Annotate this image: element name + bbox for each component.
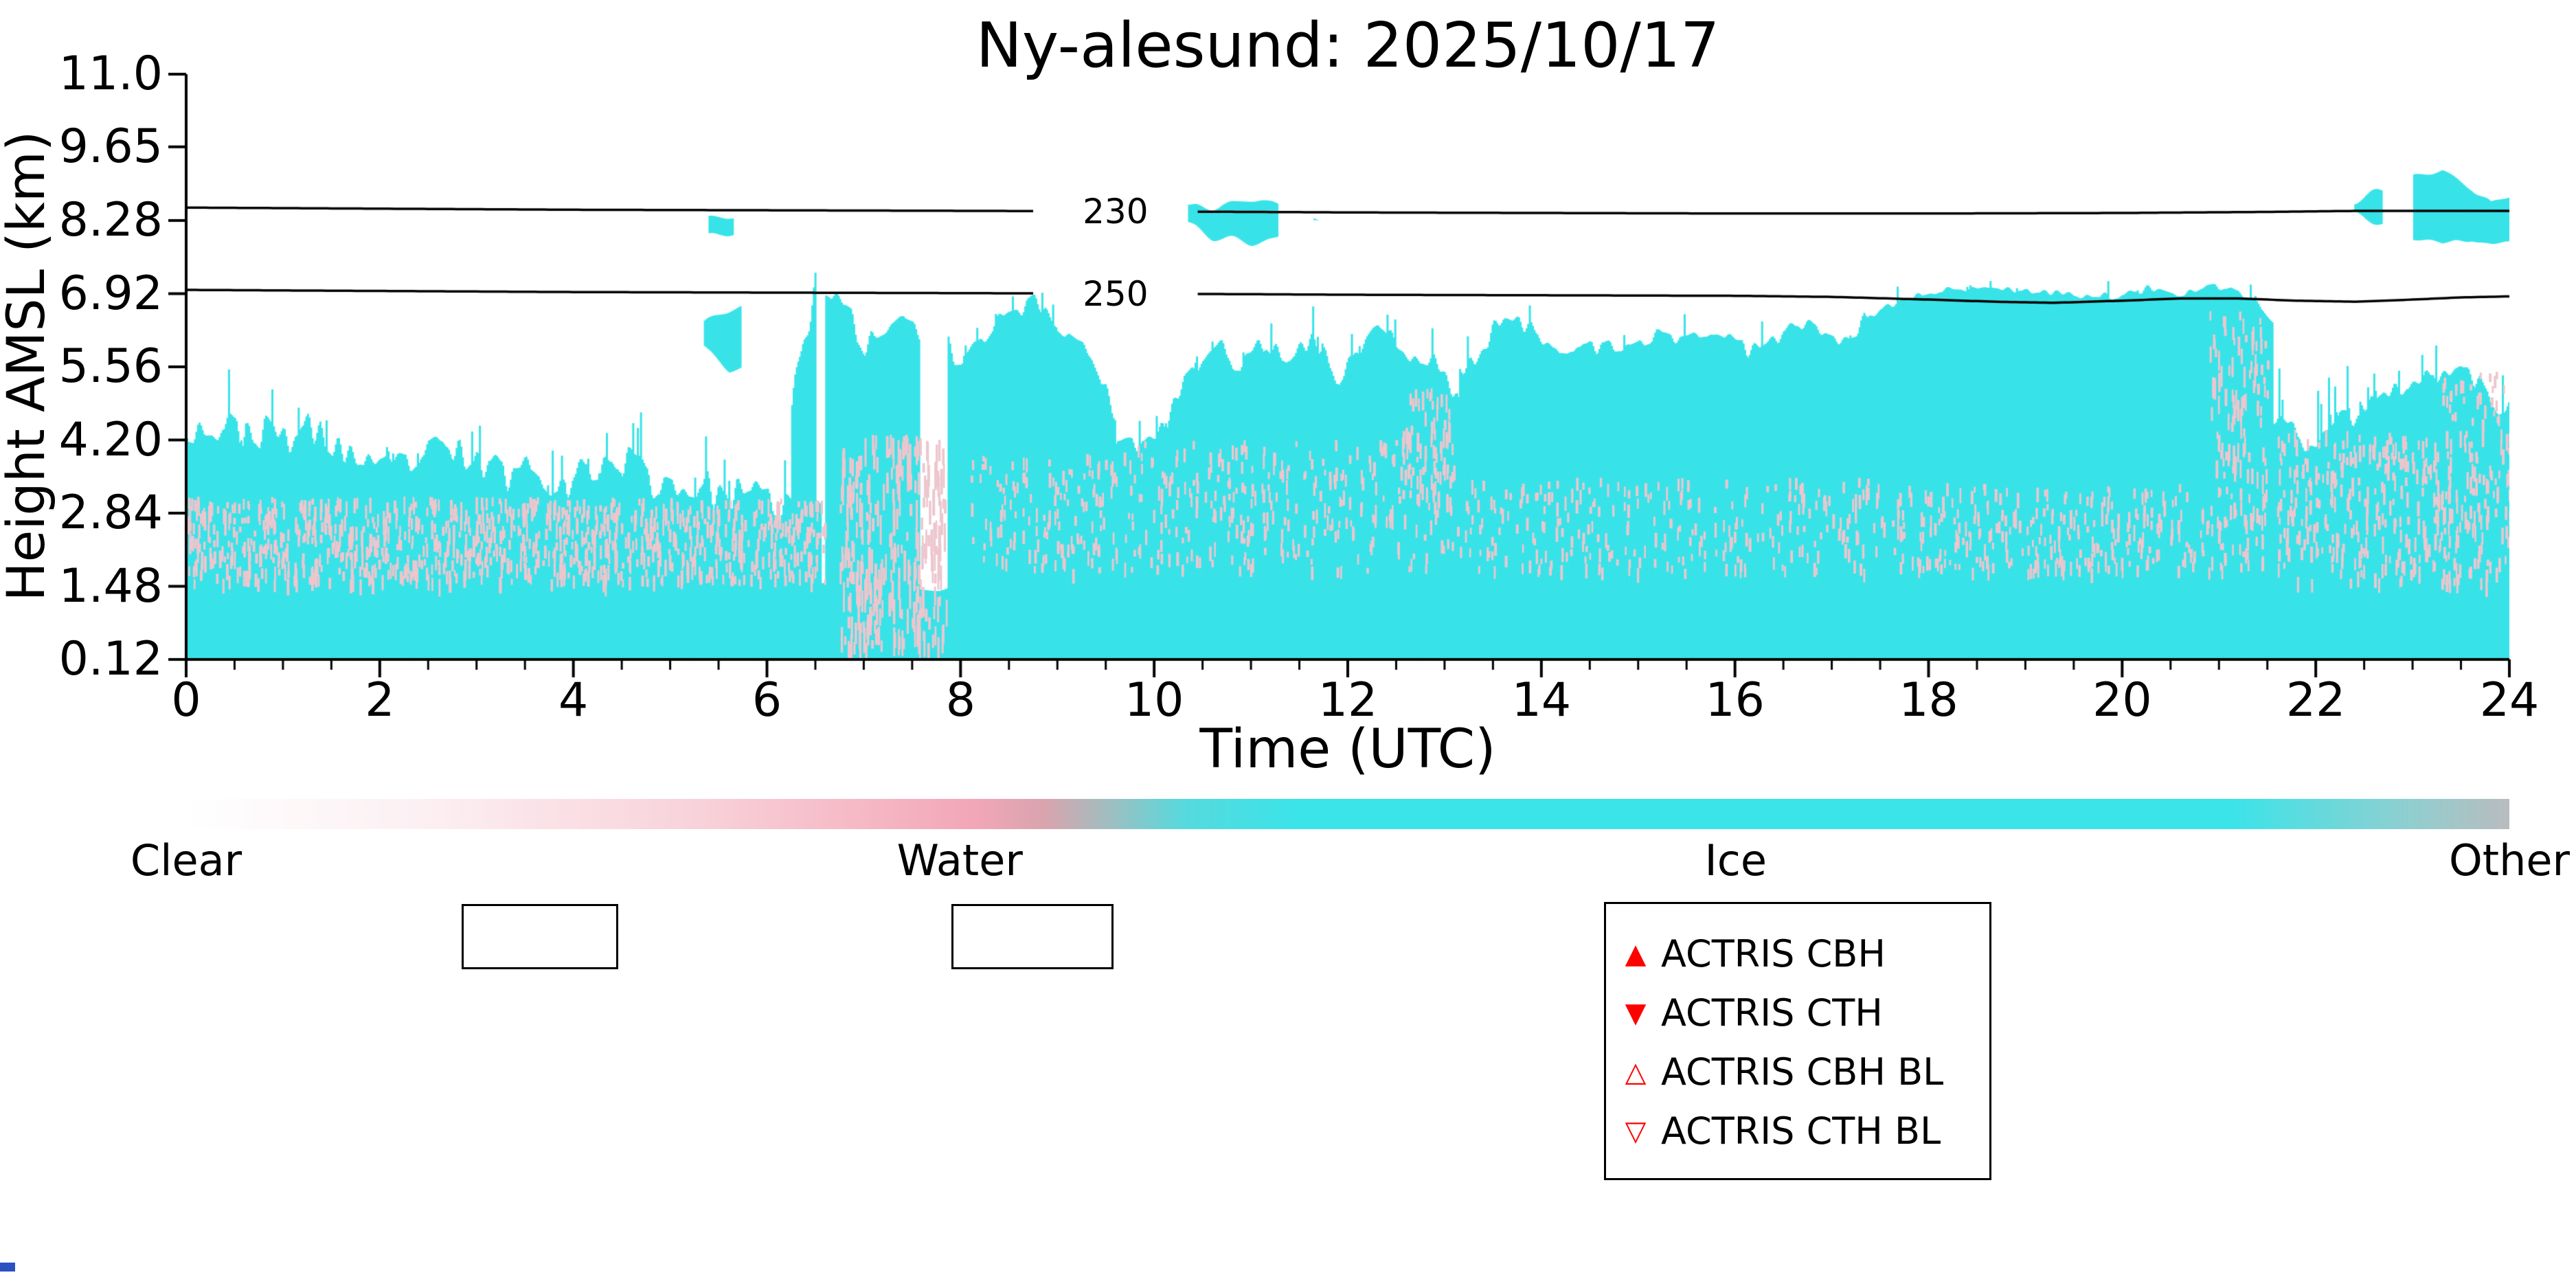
x-tick-label: 16: [1705, 673, 1765, 727]
triangle-up-filled-icon: ▲: [1625, 938, 1647, 970]
x-tick-label: 14: [1511, 673, 1572, 727]
empty-legend-box-1: [462, 904, 618, 969]
x-tick-label: 22: [2285, 673, 2346, 727]
legend-entry: △ ACTRIS CBH BL: [1617, 1043, 1989, 1102]
x-tick-label: 4: [558, 673, 589, 727]
x-tick-label: 0: [171, 673, 201, 727]
legend-entry: ▼ ACTRIS CTH: [1617, 984, 1989, 1043]
y-tick-label: 0.12: [58, 632, 163, 686]
triangle-down-filled-icon: ▼: [1625, 997, 1647, 1029]
colorbar-label: Clear: [130, 835, 242, 885]
y-tick-label: 2.84: [58, 486, 163, 540]
contour-label: 230: [1083, 191, 1149, 231]
actris-legend: ▲ ACTRIS CBH ▼ ACTRIS CTH △ ACTRIS CBH BL ▽ ACT…: [1604, 902, 1991, 1180]
y-tick-label: 6.92: [58, 266, 163, 321]
x-tick-label: 8: [945, 673, 975, 727]
x-tick-label: 10: [1124, 673, 1184, 727]
x-tick-label: 20: [2092, 673, 2152, 727]
legend-entry: ▲ ACTRIS CBH: [1617, 925, 1989, 984]
legend-entry: ▽ ACTRIS CTH BL: [1617, 1102, 1989, 1161]
x-tick-label: 6: [752, 673, 782, 727]
legend-entry-label: ACTRIS CTH BL: [1661, 1109, 1941, 1153]
triangle-up-open-icon: △: [1625, 1057, 1647, 1088]
y-tick-label: 9.65: [58, 119, 163, 174]
triangle-down-open-icon: ▽: [1625, 1116, 1647, 1147]
x-tick-label: 12: [1318, 673, 1378, 727]
x-tick-label: 18: [1899, 673, 1958, 727]
legend-entry-label: ACTRIS CBH: [1661, 932, 1886, 975]
colorbar-label: Other: [2448, 835, 2571, 885]
colorbar-gradient: [186, 799, 2509, 829]
y-tick-label: 8.28: [58, 193, 163, 247]
y-tick-label: 4.20: [58, 412, 163, 467]
colorbar-label: Water: [896, 835, 1023, 885]
y-tick-label: 1.48: [58, 558, 163, 613]
contour-label: 250: [1083, 273, 1149, 314]
bottom-left-artifact: [0, 1263, 15, 1272]
legend-entry-label: ACTRIS CTH: [1661, 991, 1883, 1035]
y-tick-label: 11.0: [58, 47, 163, 101]
empty-legend-box-2: [951, 904, 1114, 969]
x-tick-label: 24: [2479, 673, 2540, 727]
legend-entry-label: ACTRIS CBH BL: [1661, 1050, 1944, 1094]
x-tick-label: 2: [365, 673, 395, 727]
chart-title: Ny-alesund: 2025/10/17: [975, 10, 1720, 82]
y-tick-label: 5.56: [58, 339, 163, 394]
x-axis-label: Time (UTC): [1199, 719, 1496, 780]
colorbar-label: Ice: [1704, 835, 1767, 885]
